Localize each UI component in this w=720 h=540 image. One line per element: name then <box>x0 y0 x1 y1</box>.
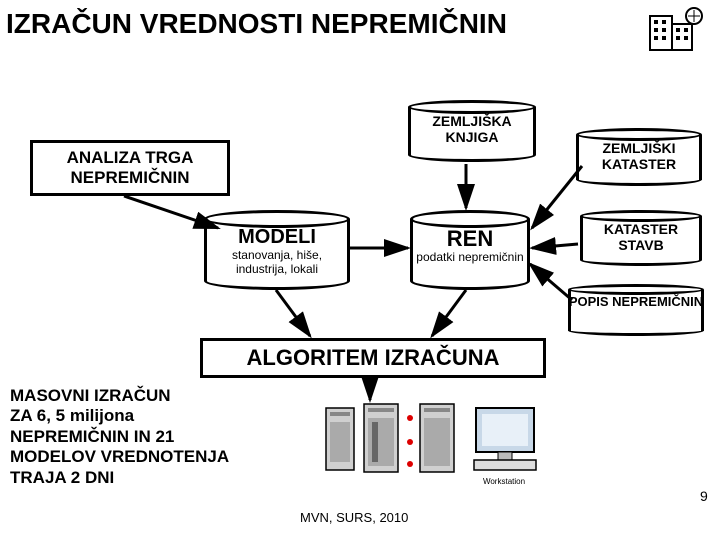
mass-calc-paragraph: MASOVNI IZRAČUN ZA 6, 5 milijona NEPREMI… <box>10 386 229 488</box>
page-title: IZRAČUN VREDNOSTI NEPREMIČNIN <box>6 8 507 40</box>
cyl-zemknjiga-title: ZEMLJIŠKA KNJIGA <box>408 113 536 145</box>
cyl-ren-title: REN <box>410 226 530 252</box>
cylinder-popis: POPIS NEPREMIČNIN <box>568 284 704 336</box>
cylinder-zemkat: ZEMLJIŠKI KATASTER <box>576 128 702 186</box>
para-l2: ZA 6, 5 milijona <box>10 406 229 426</box>
cylinder-ren: RENpodatki nepremičnin <box>410 210 530 290</box>
cyl-popis-title: POPIS NEPREMIČNIN <box>568 294 704 309</box>
cylinder-modeli: MODELIstanovanja, hiše, industrija, loka… <box>204 210 350 290</box>
para-l4: MODELOV VREDNOTENJA <box>10 447 229 467</box>
algoritem-box: ALGORITEM IZRAČUNA <box>200 338 546 378</box>
algoritem-text: ALGORITEM IZRAČUNA <box>247 345 500 371</box>
cyl-katstavb-title: KATASTER STAVB <box>580 221 702 253</box>
para-l3: NEPREMIČNIN IN 21 <box>10 427 229 447</box>
para-l5: TRAJA 2 DNI <box>10 468 229 488</box>
cyl-modeli-sub: stanovanja, hiše, industrija, lokali <box>208 248 346 276</box>
footer-text: MVN, SURS, 2010 <box>300 510 408 525</box>
cyl-modeli-title: MODELI <box>204 226 350 249</box>
slide-number: 9 <box>700 488 708 504</box>
cylinder-katstavb: KATASTER STAVB <box>580 210 702 266</box>
cylinder-zemknjiga: ZEMLJIŠKA KNJIGA <box>408 100 536 162</box>
analiza-trga-box: ANALIZA TRGA NEPREMIČNIN <box>30 140 230 196</box>
servers-workstation-icon: Workstation <box>316 398 546 493</box>
analiza-line2: NEPREMIČNIN <box>70 168 189 188</box>
para-l1: MASOVNI IZRAČUN <box>10 386 229 406</box>
analiza-line1: ANALIZA TRGA <box>67 148 194 168</box>
cyl-ren-sub: podatki nepremičnin <box>414 250 526 264</box>
cyl-zemkat-title: ZEMLJIŠKI KATASTER <box>576 140 702 172</box>
svg-text:Workstation: Workstation <box>483 477 525 486</box>
building-logo-icon <box>648 6 704 57</box>
